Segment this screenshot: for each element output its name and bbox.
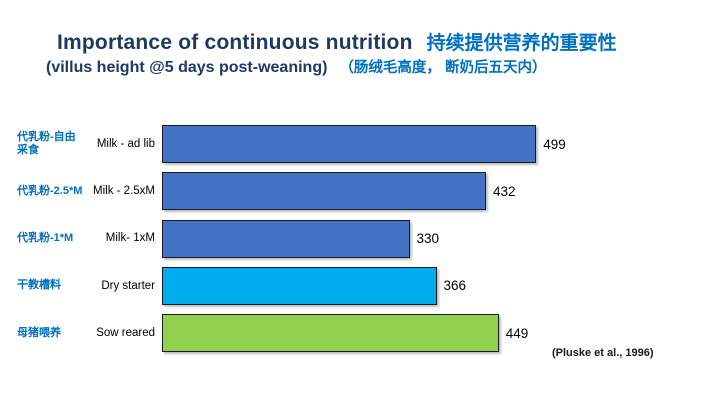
bar-track: 330 <box>162 219 707 258</box>
bar-chart: 代乳粉-自由 采食 Milk - ad lib 499 代乳粉-2.5*M Milk -… <box>17 125 707 361</box>
row-label-en: Dry starter <box>101 279 155 292</box>
slide-header: Importance of continuous nutrition 持续提供营养… <box>46 30 617 79</box>
value-label: 432 <box>493 183 516 199</box>
row-label-en: Milk- 1xM <box>105 232 155 245</box>
bar-track: 449 <box>162 314 707 353</box>
bar-track: 366 <box>162 266 707 305</box>
row-label-en: Sow reared <box>96 326 155 339</box>
title-chinese: 持续提供营养的重要性 <box>426 33 617 54</box>
chart-row: 干教槽料 Dry starter 366 <box>17 266 707 305</box>
chart-row: 母猪喂养 Sow reared 449 <box>17 314 707 353</box>
subtitle-english: (villus height @5 days post-weaning) <box>46 59 328 76</box>
bar <box>162 266 437 305</box>
chart-row: 代乳粉-2.5*M Milk - 2.5xM 432 <box>17 172 707 211</box>
citation: (Pluske et al., 1996) <box>552 347 654 359</box>
chart-row: 代乳粉-自由 采食 Milk - ad lib 499 <box>17 125 707 163</box>
title-english: Importance of continuous nutrition <box>57 31 413 54</box>
bar <box>162 219 410 258</box>
value-label: 449 <box>505 325 529 341</box>
subtitle-chinese: （肠绒毛高度， 断奶后五天内） <box>339 60 547 76</box>
bar-track: 432 <box>162 172 707 211</box>
bar <box>162 314 499 353</box>
value-label: 366 <box>443 278 467 294</box>
row-label-zh: 干教槽料 <box>17 279 61 292</box>
subtitle-row: (villus height @5 days post-weaning) （肠绒毛… <box>46 57 617 79</box>
bar <box>162 125 537 163</box>
row-label-zh: 代乳粉-自由 采食 <box>17 130 76 156</box>
chart-row: 代乳粉-1*M Milk- 1xM 330 <box>17 219 707 258</box>
bar-track: 499 <box>162 125 707 163</box>
row-label-zh: 代乳粉-1*M <box>17 232 74 244</box>
bar <box>162 172 486 211</box>
title-row: Importance of continuous nutrition 持续提供营养… <box>46 30 617 57</box>
value-label: 499 <box>543 136 566 152</box>
row-label-zh: 母猪喂养 <box>17 326 61 339</box>
row-label-en: Milk - ad lib <box>96 137 155 150</box>
row-label-zh: 代乳粉-2.5*M <box>17 184 83 197</box>
row-label-en: Milk - 2.5xM <box>93 184 155 197</box>
value-label: 330 <box>416 231 440 247</box>
